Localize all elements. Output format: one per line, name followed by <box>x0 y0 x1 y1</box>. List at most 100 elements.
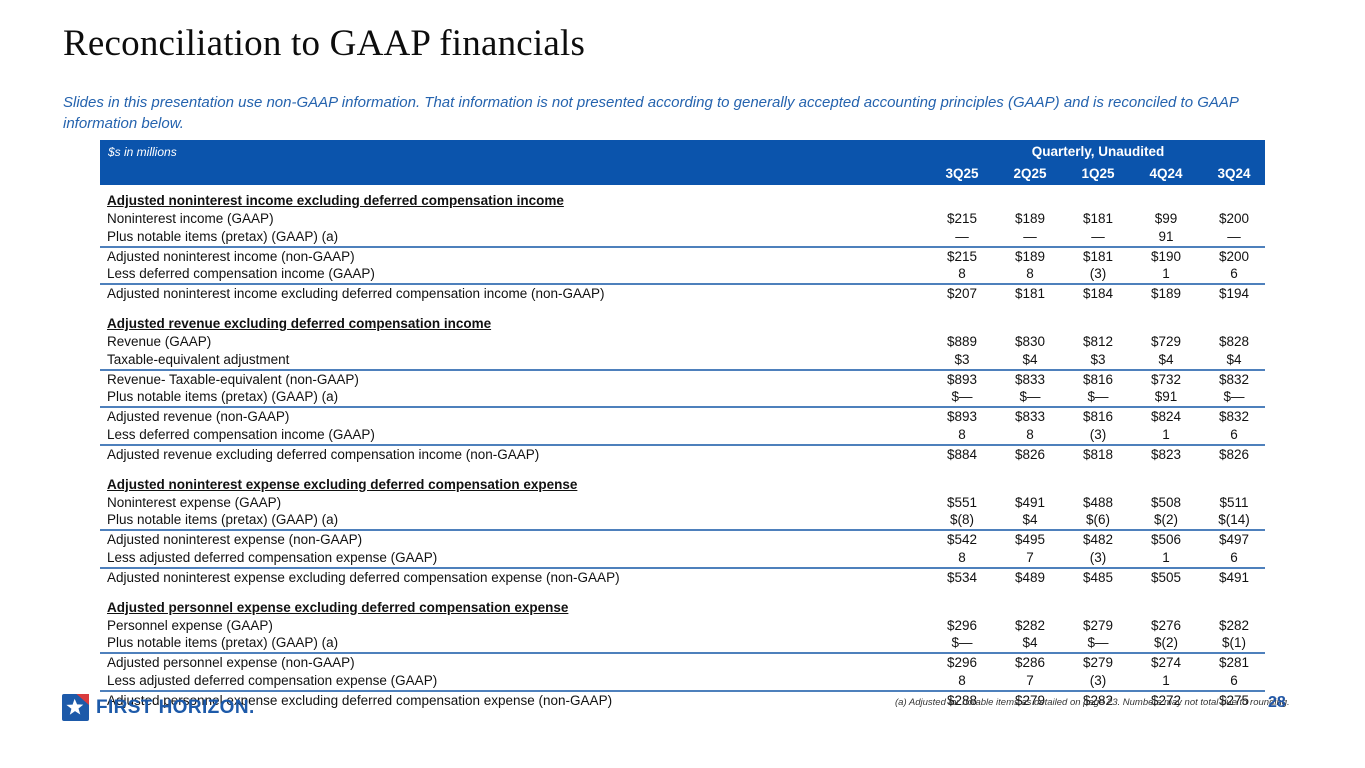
value-cell: $823 <box>1150 446 1182 462</box>
table-row: Less adjusted deferred compensation expe… <box>100 673 1265 692</box>
value-cell: $491 <box>1014 494 1046 510</box>
table-row: Less deferred compensation income (GAAP)… <box>100 266 1265 286</box>
value-cell: $296 <box>946 655 978 671</box>
row-label: Personnel expense (GAAP) <box>107 617 273 633</box>
row-values: $3 $4 $3 $4 $4 <box>928 352 1268 369</box>
value-cell: 6 <box>1230 549 1238 565</box>
section-header: Adjusted personnel expense excluding def… <box>107 599 569 615</box>
value-cell: $279 <box>1014 692 1046 708</box>
value-cell: $833 <box>1014 409 1046 425</box>
value-cell: 1 <box>1162 549 1170 565</box>
section-header: Adjusted noninterest income excluding de… <box>107 193 564 208</box>
value-cell: $189 <box>1014 211 1046 226</box>
table-row: Adjusted personnel expense excluding def… <box>100 692 1265 711</box>
value-cell: $286 <box>1014 655 1046 671</box>
row-values: $884 $826 $818 $823 $826 <box>928 446 1268 465</box>
value-cell: $812 <box>1082 333 1114 349</box>
reconciliation-table-body: Adjusted noninterest income excluding de… <box>100 185 1265 711</box>
row-label: Less deferred compensation income (GAAP) <box>107 266 375 282</box>
row-label: Adjusted noninterest expense excluding d… <box>107 569 620 585</box>
value-cell: $(6) <box>1085 512 1110 528</box>
value-cell: $282 <box>1082 692 1114 708</box>
value-cell: $505 <box>1150 569 1182 585</box>
row-values: $296 $286 $279 $274 $281 <box>928 654 1268 673</box>
column-header: 3Q25 <box>945 166 979 181</box>
value-cell: $(2) <box>1153 512 1178 528</box>
value-cell: 8 <box>1026 266 1034 282</box>
row-label: Revenue- Taxable-equivalent (non-GAAP) <box>107 371 359 387</box>
column-header: 3Q24 <box>1217 166 1251 181</box>
value-cell: $— <box>951 389 973 405</box>
first-horizon-logo-icon <box>62 694 89 721</box>
first-horizon-logo: FIRST HORIZON. <box>62 694 255 721</box>
table-row: Less adjusted deferred compensation expe… <box>100 550 1265 569</box>
row-label: Adjusted personnel expense excluding def… <box>107 692 613 708</box>
value-cell: (3) <box>1089 672 1107 688</box>
non-gaap-disclaimer: Slides in this presentation use non-GAAP… <box>63 94 1239 133</box>
table-row: Adjusted revenue excluding deferred comp… <box>100 446 1265 465</box>
value-cell: $(2) <box>1153 635 1178 651</box>
value-cell: $215 <box>946 248 978 264</box>
value-cell: — <box>1023 228 1037 244</box>
value-cell: 7 <box>1026 549 1034 565</box>
value-cell: $282 <box>1014 617 1046 633</box>
value-cell: (3) <box>1089 426 1107 442</box>
value-cell: $4 <box>1022 512 1038 528</box>
value-cell: $190 <box>1150 248 1182 264</box>
value-cell: — <box>1227 228 1241 244</box>
value-cell: 6 <box>1230 266 1238 282</box>
value-cell: (3) <box>1089 549 1107 565</box>
value-cell: $816 <box>1082 409 1114 425</box>
row-values: $889 $830 $812 $729 $828 <box>928 333 1268 352</box>
value-cell: $830 <box>1014 333 1046 349</box>
row-values: $215 $189 $181 $190 $200 <box>928 248 1268 267</box>
table-row: Less deferred compensation income (GAAP)… <box>100 427 1265 446</box>
table-row: Adjusted noninterest expense (non-GAAP) $… <box>100 531 1265 550</box>
value-cell: $833 <box>1014 371 1046 387</box>
row-label: Plus notable items (pretax) (GAAP) (a) <box>107 389 339 405</box>
value-cell: $3 <box>1090 351 1106 367</box>
value-cell: (3) <box>1089 266 1107 282</box>
table-row: Taxable-equivalent adjustment $3 $4 $3 $4 $4 <box>100 352 1265 371</box>
row-values: $542 $495 $482 $506 $497 <box>928 531 1268 550</box>
value-cell: 1 <box>1162 426 1170 442</box>
row-values: $551 $491 $488 $508 $511 <box>928 494 1268 513</box>
value-cell: $824 <box>1150 409 1182 425</box>
row-values: $— $4 $— $(2) $(1) <box>928 635 1268 652</box>
value-cell: $4 <box>1158 351 1174 367</box>
row-label: Adjusted noninterest income (non-GAAP) <box>107 248 355 264</box>
row-values: $— $— $— $91 $— <box>928 389 1268 406</box>
value-cell: $200 <box>1218 211 1250 226</box>
value-cell: 8 <box>1026 426 1034 442</box>
value-cell: $488 <box>1082 494 1114 510</box>
value-cell: $— <box>1087 635 1109 651</box>
value-cell: $729 <box>1150 333 1182 349</box>
value-cell: 1 <box>1162 266 1170 282</box>
row-values: $(8) $4 $(6) $(2) $(14) <box>928 512 1268 529</box>
value-cell: $485 <box>1082 569 1114 585</box>
header-group-label: Quarterly, Unaudited <box>1031 144 1165 159</box>
value-cell: $— <box>951 635 973 651</box>
value-cell: $215 <box>946 211 978 226</box>
value-cell: $274 <box>1150 655 1182 671</box>
value-cell: $893 <box>946 409 978 425</box>
column-header: 4Q24 <box>1149 166 1183 181</box>
value-cell: $(1) <box>1221 635 1246 651</box>
row-label: Plus notable items (pretax) (GAAP) (a) <box>107 228 339 244</box>
value-cell: 91 <box>1158 228 1174 244</box>
value-cell: $732 <box>1150 371 1182 387</box>
value-cell: $826 <box>1014 446 1046 462</box>
section-header: Adjusted revenue excluding deferred comp… <box>107 315 492 331</box>
value-cell: $99 <box>1154 211 1178 226</box>
value-cell: $— <box>1019 389 1041 405</box>
row-values: $893 $833 $816 $732 $832 <box>928 371 1268 390</box>
value-cell: $4 <box>1226 351 1242 367</box>
page-title: Reconciliation to GAAP financials <box>63 23 586 64</box>
value-cell: $489 <box>1014 569 1046 585</box>
value-cell: — <box>955 228 969 244</box>
value-cell: $— <box>1223 389 1245 405</box>
value-cell: $189 <box>1014 248 1046 264</box>
table-row: Revenue (GAAP) $889 $830 $812 $729 $828 <box>100 333 1265 352</box>
section-header: Adjusted noninterest expense excluding d… <box>107 476 578 492</box>
